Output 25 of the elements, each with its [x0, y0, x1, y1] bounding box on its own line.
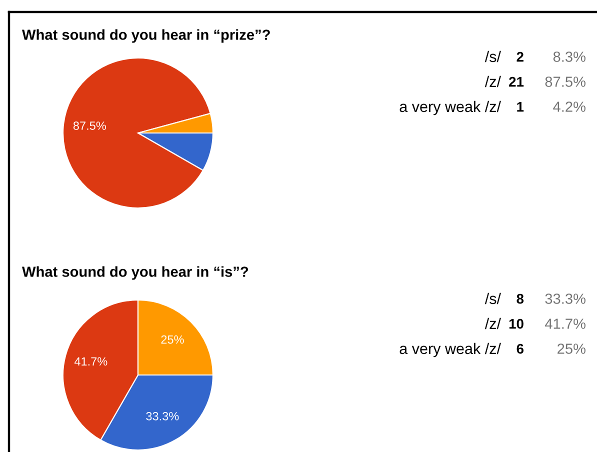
category-label: a very weak /z/: [400, 342, 502, 358]
text: 25%: [558, 344, 586, 354]
data-label: 2: [516, 52, 524, 62]
text: 4.2%: [553, 102, 586, 112]
data-label: 8: [516, 294, 524, 304]
data-label: 41.7%: [74, 357, 108, 366]
category-label: a very weak /z/: [400, 100, 502, 116]
data-label: 87.5%: [73, 122, 106, 130]
text: 87.5%: [545, 76, 586, 87]
pie-slice: [62, 57, 211, 209]
category-label: /z/: [484, 318, 501, 330]
category-label: /s/: [484, 292, 501, 304]
data-label: 10: [509, 318, 524, 329]
data-label: 33.3%: [146, 412, 179, 420]
data-label: 21: [509, 76, 524, 87]
text: 8.3%: [553, 52, 586, 62]
category-label: /z/: [484, 76, 501, 88]
data-label: 6: [516, 344, 524, 354]
chart-title: What sound do you hear in “is”?: [22, 266, 248, 280]
data-label: 25%: [161, 335, 184, 344]
text: 33.3%: [545, 294, 586, 304]
data-label: 1: [517, 102, 524, 112]
text: 41.7%: [544, 318, 586, 329]
chart-title: What sound do you hear in “prize”?: [22, 29, 270, 43]
category-label: /s/: [484, 50, 501, 62]
